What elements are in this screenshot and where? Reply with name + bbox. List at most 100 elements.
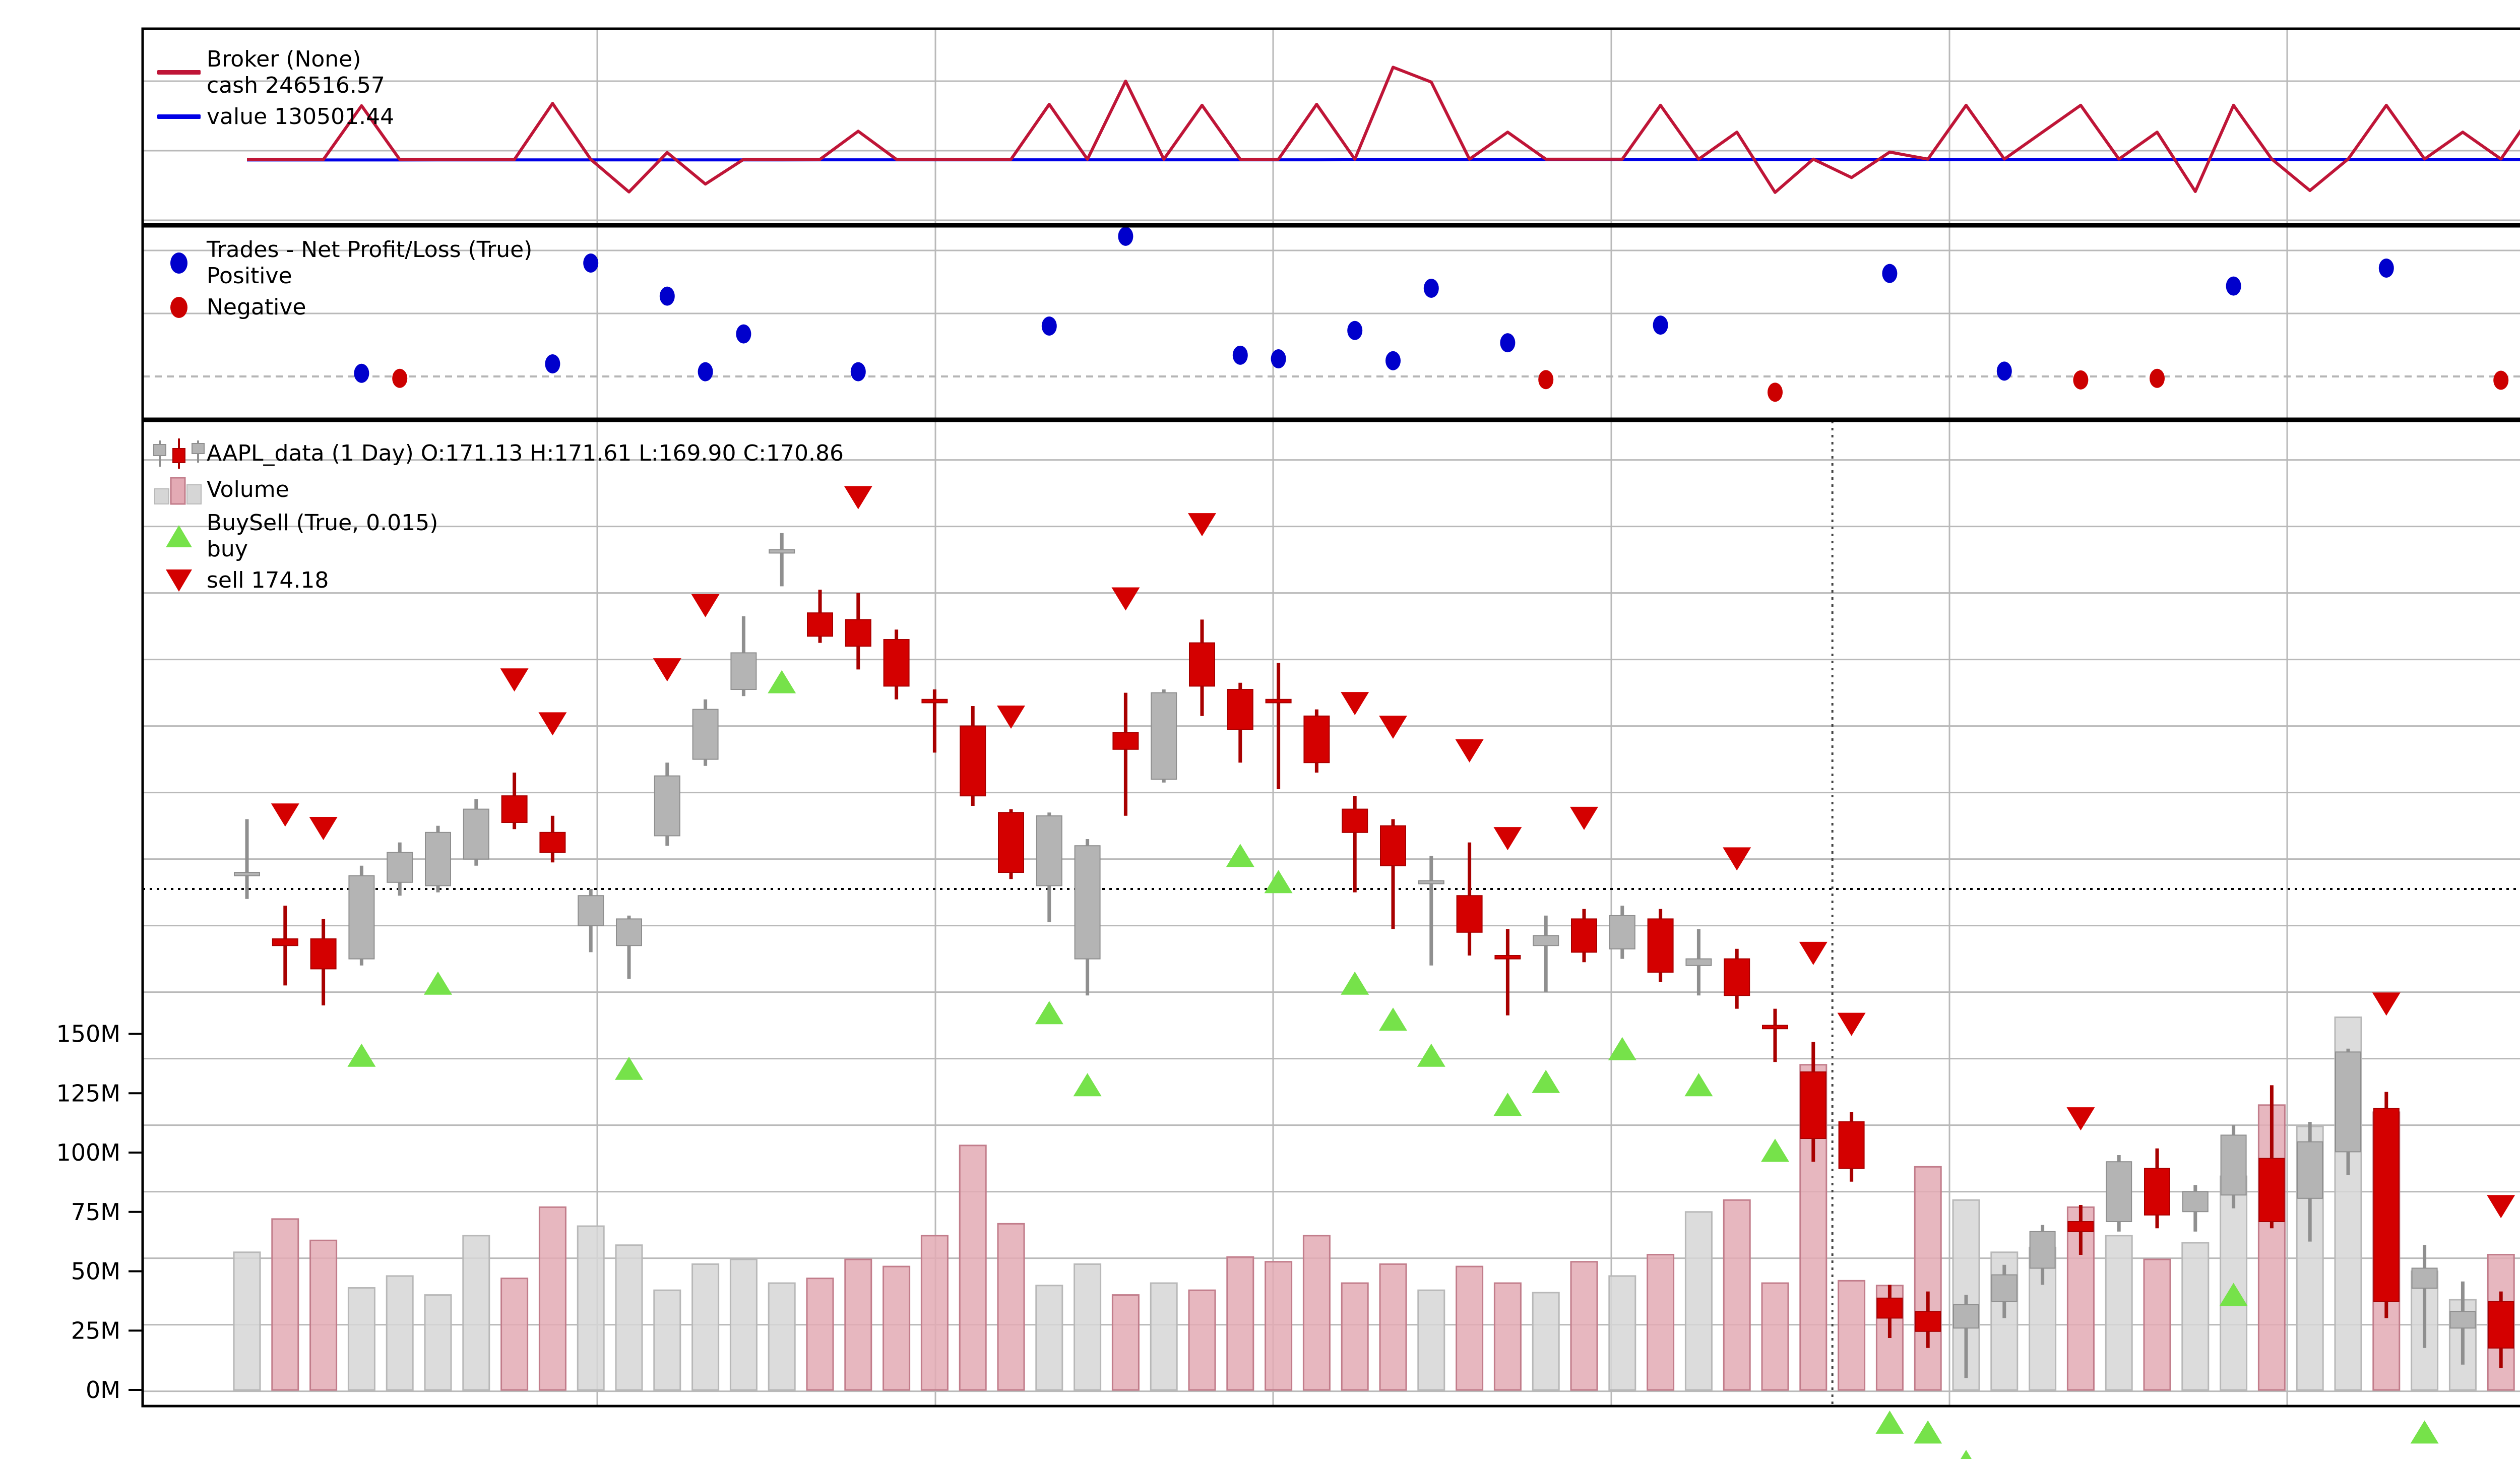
buysell-text: BuySell (True, 0.015) buy xyxy=(207,510,438,562)
trade-dot-negative xyxy=(392,369,407,388)
candle-body xyxy=(540,833,565,853)
broker-title: Broker (None) xyxy=(207,46,385,73)
candle-body xyxy=(616,919,642,945)
volume-bar xyxy=(1494,1283,1521,1390)
broker-legend: Broker (None) cash 246516.57 value 13050… xyxy=(151,46,394,135)
candle-body xyxy=(693,710,718,759)
volume-bar xyxy=(1189,1290,1215,1390)
candle-body xyxy=(1457,896,1482,932)
volume-ytick-label: 125M xyxy=(56,1079,121,1107)
trade-dot-positive xyxy=(1653,315,1668,335)
volume-bar xyxy=(960,1146,986,1390)
candle-body xyxy=(1839,1122,1864,1168)
negative-dot-icon xyxy=(151,297,207,318)
volume-bar xyxy=(578,1226,604,1390)
candle-body xyxy=(464,809,489,859)
trade-dot-negative xyxy=(2493,371,2508,390)
sell-triangle-icon xyxy=(151,569,207,592)
candle-body xyxy=(2030,1232,2055,1268)
volume-label: Volume xyxy=(207,477,289,503)
candle-body xyxy=(1877,1298,1902,1318)
volume-bar xyxy=(616,1245,642,1390)
volume-bar xyxy=(234,1252,260,1390)
candle-body xyxy=(1724,959,1749,996)
candle-body xyxy=(1686,959,1711,966)
volume-bar xyxy=(730,1259,757,1390)
trade-dot-positive xyxy=(1271,349,1286,368)
trade-dot-positive xyxy=(660,287,675,306)
volume-bar xyxy=(1724,1200,1750,1390)
volume-bar xyxy=(1648,1255,1674,1390)
volume-bar xyxy=(272,1219,298,1390)
volume-bar xyxy=(998,1224,1024,1390)
volume-ytick-label: 25M xyxy=(71,1317,120,1344)
candle-body xyxy=(387,852,412,882)
candle-body xyxy=(425,833,451,886)
candle-body xyxy=(311,939,336,969)
candle-body xyxy=(1113,733,1138,749)
candle-body xyxy=(1304,716,1329,763)
sell-label: sell 174.18 xyxy=(207,567,329,594)
volume-ytick-label: 150M xyxy=(56,1021,121,1048)
trade-dot-positive xyxy=(1118,227,1133,246)
candle-body xyxy=(234,872,260,876)
volume-bar xyxy=(1151,1283,1177,1390)
volume-bar xyxy=(884,1266,910,1390)
volume-bar xyxy=(1762,1283,1788,1390)
trade-dot-positive xyxy=(545,354,560,373)
data-legend: AAPL_data (1 Day) O:171.13 H:171.61 L:16… xyxy=(151,437,844,599)
data-legend-entry-buysell: BuySell (True, 0.015) buy xyxy=(151,510,844,562)
volume-bar xyxy=(501,1279,528,1390)
candle-body xyxy=(1648,919,1673,972)
volume-bar xyxy=(425,1295,451,1390)
trade-dot-positive xyxy=(2379,259,2394,278)
trade-dot-positive xyxy=(1233,346,1248,365)
candle-body xyxy=(2488,1301,2513,1348)
data-legend-entry-ohlc: AAPL_data (1 Day) O:171.13 H:171.61 L:16… xyxy=(151,437,844,470)
ohlc-label: AAPL_data (1 Day) O:171.13 H:171.61 L:16… xyxy=(207,440,844,467)
buysell-label: BuySell (True, 0.015) xyxy=(207,510,438,536)
trade-dot-positive xyxy=(1997,361,2012,380)
volume-bar xyxy=(654,1290,680,1390)
candle-body xyxy=(1380,826,1406,866)
candle-body xyxy=(2068,1222,2093,1232)
candle-body xyxy=(1342,809,1367,833)
volume-bar xyxy=(1227,1257,1253,1390)
volume-ytick-label: 0M xyxy=(86,1376,120,1404)
candle-body xyxy=(884,640,909,686)
trade-dot-positive xyxy=(1042,316,1057,336)
volume-bar xyxy=(2182,1243,2209,1390)
volume-bar xyxy=(1571,1262,1597,1390)
volume-bar xyxy=(1915,1167,1941,1390)
positive-dot-icon xyxy=(151,252,207,274)
broker-legend-entry-cash: Broker (None) cash 246516.57 xyxy=(151,46,394,99)
broker-legend-cash-text: Broker (None) cash 246516.57 xyxy=(207,46,385,99)
value-label: value 130501.44 xyxy=(207,104,394,130)
volume-bar xyxy=(1685,1212,1712,1390)
trade-dot-positive xyxy=(1424,279,1439,298)
volume-ytick-label: 100M xyxy=(56,1139,121,1166)
candle-body xyxy=(960,726,985,796)
volume-bars-icon xyxy=(151,475,207,505)
trades-title: Trades - Net Profit/Loss (True) xyxy=(207,237,532,263)
positive-label: Positive xyxy=(207,263,532,289)
candle-body xyxy=(1151,693,1176,780)
candle-body xyxy=(1037,816,1062,886)
volume-bar xyxy=(1303,1236,1330,1390)
candle-body xyxy=(1954,1305,1979,1328)
value-line-swatch-icon xyxy=(151,114,207,119)
candle-body xyxy=(2450,1311,2475,1328)
broker-legend-entry-value: value 130501.44 xyxy=(151,104,394,130)
trade-dot-positive xyxy=(851,362,866,382)
volume-bar xyxy=(1457,1266,1483,1390)
trades-legend-entry-positive: Trades - Net Profit/Loss (True) Positive xyxy=(151,237,532,289)
candle-body xyxy=(2145,1168,2170,1215)
candle-body xyxy=(2297,1142,2322,1198)
candle-body xyxy=(1075,846,1100,959)
volume-ytick-label: 75M xyxy=(71,1198,120,1226)
candle-body xyxy=(655,776,680,836)
buy-label: buy xyxy=(207,536,438,562)
volume-bar xyxy=(1112,1295,1139,1390)
volume-bar xyxy=(2106,1236,2132,1390)
volume-bar xyxy=(1380,1264,1406,1390)
